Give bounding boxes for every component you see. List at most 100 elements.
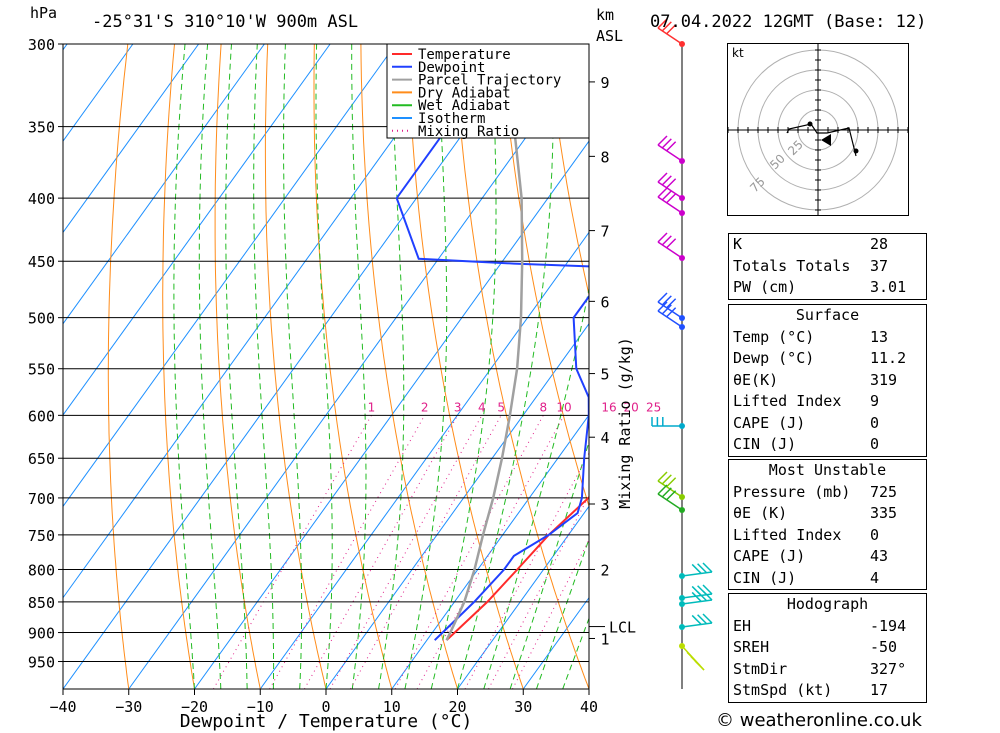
wind-barb-feather [661,487,672,498]
most-unstable-value: 335 [870,504,898,522]
mixing-ratio-label: 10 [556,400,571,414]
mixing-ratio-axis-title: Mixing Ratio (g/kg) [616,337,634,509]
isotherm-line [0,44,1,689]
dry-adiabat-line [967,44,1000,689]
legend-label: Dry Adiabat [418,85,511,101]
dry-adiabat-line [407,44,524,689]
series-lines [395,44,589,641]
dry-adiabat-line [107,44,130,689]
dry-adiabat-line [214,44,261,689]
surface-row: θE(K) 319 [729,370,926,392]
wind-barb-feather [661,295,672,306]
mixing-ratio-label: 8 [539,400,547,414]
km-tick-label: 2 [600,561,609,579]
lcl-label: LCL [609,619,636,637]
legend-label: Parcel Trajectory [418,73,561,89]
wind-barb-staff [657,310,683,328]
index-value: 28 [870,235,889,253]
most-unstable-label: CAPE (J) [733,547,806,565]
surface-value: 13 [870,327,889,346]
surface-label: Temp (°C) [733,327,815,346]
hpa-label: hPa [30,4,58,22]
mixing-ratio-label: 4 [478,400,486,414]
copyright[interactable]: © weatheronline.co.uk [716,710,922,731]
hodograph-row: EH -194 [729,616,926,638]
mixing-ratio-line [329,415,483,689]
wet-adiabat-line [198,44,222,689]
x-tick-label: −20 [181,698,208,716]
storm-motion-marker [821,134,831,146]
wind-barb-staff [681,571,713,577]
legend-label: Temperature [418,47,511,63]
parcel-trajectory-line [445,44,524,641]
surface-label: θE(K) [733,370,779,389]
mixing-ratio-line [464,452,589,689]
wind-barb-feather [666,141,677,152]
surface-row: Lifted Index 9 [729,391,926,413]
wet-adiabat-line [283,44,303,689]
pressure-tick-label: 700 [28,490,55,508]
dewpoint-line [395,44,589,641]
wind-barb-staff [657,241,683,259]
km-tick-label: 3 [600,496,609,514]
wind-barb-feather [666,193,677,204]
isotherm-line [391,414,589,689]
mixing-ratio-line [212,415,372,689]
wind-barb-feather [666,178,677,189]
wind-barb-feather [657,301,668,312]
hodograph-label: EH [733,616,752,635]
most-unstable-value: 43 [870,547,889,565]
wind-barb-feather [661,138,672,149]
temperature-line [445,495,589,641]
hodograph-table: Hodograph EH -194 SREH -50 StmDir 327° StmSpd … [728,593,927,703]
most-unstable-label: CIN (J) [733,568,797,587]
hodograph-row: SREH -50 [729,637,926,659]
isotherm-line [63,44,528,689]
dry-adiabat-line [920,44,1000,689]
km-label: km [596,6,615,24]
surface-title: Surface [795,306,860,324]
pressure-tick-label: 600 [28,407,55,425]
x-tick-label: 20 [448,698,466,716]
wind-barb-staff [657,493,683,511]
km-tick-label: 1 [600,630,609,648]
wind-barb-feather [691,563,702,574]
wet-adiabat-line [562,616,589,689]
surface-row: Dewp (°C) 11.2 [729,348,926,370]
x-tick-label: 30 [514,698,532,716]
hodograph-value: 327° [870,659,907,678]
km-tick-label: 4 [600,429,609,447]
hodograph-unit: kt [732,46,744,60]
most-unstable-row: Lifted Index 0 [729,525,926,547]
mixing-ratio-label: 2 [421,400,429,414]
index-value: 37 [870,256,889,275]
surface-row: CIN (J) 0 [729,434,926,456]
surface-label: CIN (J) [733,435,797,453]
wind-barb-feather [666,307,677,318]
indices-table: K 28 Totals Totals 37 PW (cm) 3.01 [728,233,927,300]
legend-label: Isotherm [418,111,485,127]
most-unstable-row: CAPE (J) 43 [729,546,926,568]
hodograph-label: StmSpd (kt) [733,681,833,699]
x-tick-label: −30 [115,698,142,716]
isotherm-line [259,231,589,689]
isotherm-line [457,505,589,689]
x-tick-label: 0 [321,698,330,716]
pressure-tick-label: 500 [28,310,55,328]
wind-barb-feather [702,613,713,624]
km-tick-label: 9 [600,74,609,92]
wind-barb-staff [657,27,683,45]
most-unstable-table: Most Unstable Pressure (mb) 725 θE (K) 335 L… [728,459,927,590]
most-unstable-value: 4 [870,568,880,587]
surface-value: 319 [870,370,898,389]
location-title: -25°31'S 310°10'W 900m ASL [92,12,359,32]
index-row: Totals Totals 37 [729,256,926,278]
wind-barb-feather [666,238,677,249]
wet-adiabat-line [457,44,554,689]
x-axis-title: Dewpoint / Temperature (°C) [180,711,473,732]
wet-adiabat-line [378,44,405,689]
legend-box [386,43,590,139]
wind-barb-feather [661,190,672,201]
